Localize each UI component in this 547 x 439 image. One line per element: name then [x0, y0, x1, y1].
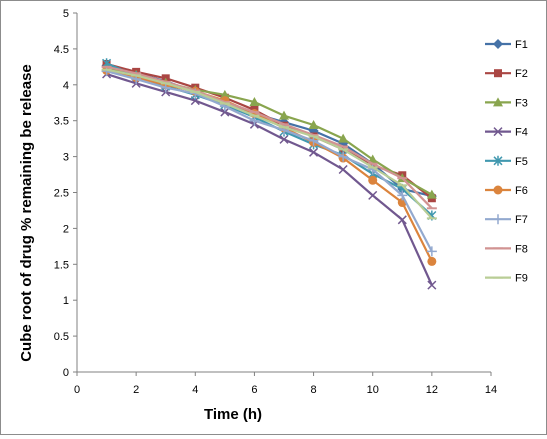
- data-point-f4: [338, 164, 348, 175]
- x-tick-label: 6: [251, 384, 257, 396]
- data-point-f3: [426, 189, 437, 199]
- data-point-f7: [426, 246, 437, 257]
- y-tick-label: 1.5: [54, 259, 69, 271]
- legend-label: F9: [515, 273, 528, 285]
- x-tick-label: 8: [311, 384, 317, 396]
- y-tick-label: 4.5: [54, 44, 69, 56]
- y-tick-label: 1: [63, 295, 69, 307]
- legend-item-f2: F2: [485, 68, 528, 80]
- y-tick-label: 2.5: [54, 188, 69, 200]
- series-line-f8: [106, 65, 433, 210]
- x-tick-label: 12: [426, 384, 438, 396]
- x-tick-label: 2: [133, 384, 139, 396]
- x-tick-label: 0: [74, 384, 80, 396]
- legend-marker: [493, 155, 503, 166]
- legend-label: F1: [515, 39, 528, 51]
- y-tick-label: 4: [63, 80, 69, 92]
- data-point-f4: [220, 107, 230, 117]
- legend-item-f3: F3: [485, 97, 528, 109]
- x-axis-title: Time (h): [204, 406, 262, 423]
- legend-marker: [493, 214, 503, 225]
- data-point-f7: [397, 190, 408, 201]
- legend-marker: [494, 69, 502, 78]
- series-line-f7: [106, 70, 433, 252]
- y-tick-label: 0: [63, 367, 69, 379]
- legend-item-f9: F9: [485, 273, 528, 285]
- data-point-f7: [249, 115, 260, 126]
- x-tick-label: 14: [485, 384, 497, 396]
- legend-item-f5: F5: [485, 155, 528, 168]
- data-point-f3: [249, 97, 260, 107]
- y-tick-label: 3: [63, 152, 69, 164]
- y-axis-title: Cube root of drug % remaining be release: [18, 64, 35, 362]
- legend-marker: [493, 39, 503, 49]
- series-f7: [101, 66, 437, 257]
- ticks: 0 0.5 1 1.5 2 2.5 3 3.5 4 4.5 5 0 2 4 6 8 10 12 14: [54, 8, 497, 396]
- y-tick-label: 0.5: [54, 331, 69, 343]
- data-point-f3: [308, 120, 319, 130]
- legend-label: F2: [515, 68, 528, 80]
- legend-item-f8: F8: [485, 243, 528, 255]
- x-tick-label: 10: [367, 384, 379, 396]
- series-f6: [102, 65, 437, 266]
- y-tick-label: 2: [63, 223, 69, 235]
- legend-item-f7: F7: [485, 214, 528, 226]
- legend-marker: [493, 127, 503, 137]
- y-tick-label: 5: [63, 8, 69, 20]
- data-point-f4: [368, 190, 378, 200]
- data-point-f4: [397, 215, 407, 225]
- series-line-f9: [106, 68, 433, 220]
- data-point-f3: [219, 89, 230, 99]
- legend: F1 F2 F3 F4 F5 F6 F7 F8 F9: [485, 39, 528, 285]
- legend-marker: [493, 185, 503, 195]
- data-point-f4: [427, 280, 437, 290]
- data-point-f4: [309, 147, 319, 157]
- legend-label: F8: [515, 243, 528, 255]
- data-point-f3: [338, 133, 349, 143]
- legend-item-f6: F6: [485, 185, 528, 197]
- series-f9: [101, 68, 437, 220]
- legend-label: F5: [515, 156, 528, 168]
- legend-item-f4: F4: [485, 127, 528, 139]
- data-point-f6: [427, 256, 437, 266]
- legend-label: F3: [515, 97, 528, 109]
- data-point-f7: [338, 151, 349, 162]
- legend-label: F6: [515, 185, 528, 197]
- series-line-f5: [106, 62, 433, 217]
- data-point-f6: [368, 175, 378, 185]
- y-tick-label: 3.5: [54, 116, 69, 128]
- x-tick-label: 4: [192, 384, 198, 396]
- legend-item-f1: F1: [485, 39, 528, 51]
- series-layer: [101, 58, 437, 290]
- legend-label: F4: [515, 127, 528, 139]
- legend-marker: [493, 97, 503, 107]
- data-point-f4: [279, 134, 289, 144]
- data-point-f3: [279, 110, 289, 120]
- legend-label: F7: [515, 214, 528, 226]
- series-line-f4: [106, 72, 433, 286]
